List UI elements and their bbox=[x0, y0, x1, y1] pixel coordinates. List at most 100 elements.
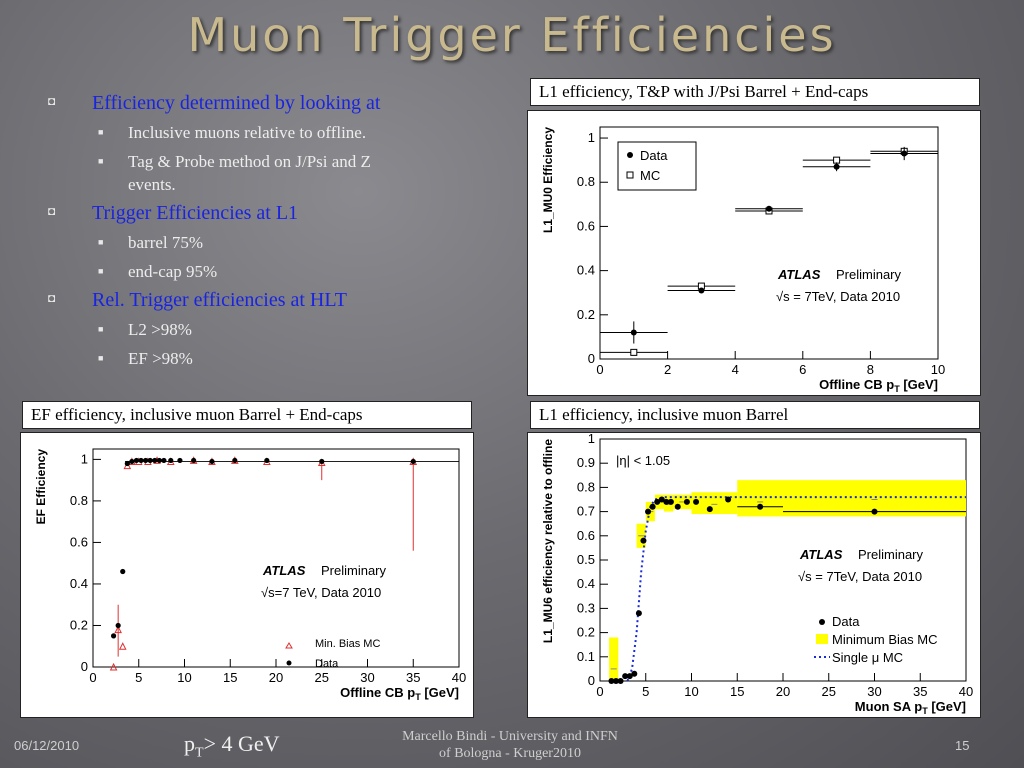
data-point bbox=[674, 503, 681, 510]
x-tick-label: 10 bbox=[177, 670, 191, 685]
data-point bbox=[138, 457, 144, 464]
plot-frame bbox=[92, 448, 460, 668]
y-tick-label: 0.4 bbox=[577, 263, 595, 278]
y-tick-label: 0.2 bbox=[70, 617, 88, 632]
y-tick-label: 0.1 bbox=[577, 649, 595, 664]
y-tick-label: 0.4 bbox=[70, 576, 88, 591]
legend-label: Data bbox=[832, 614, 860, 629]
legend-label: Data bbox=[640, 148, 668, 163]
data-point bbox=[120, 568, 126, 575]
data-point bbox=[757, 503, 764, 510]
square-bullet-icon: ■ bbox=[98, 156, 104, 166]
y-tick-label: 0.2 bbox=[577, 307, 595, 322]
data-point bbox=[177, 457, 183, 464]
data-point bbox=[766, 205, 772, 212]
energy-label: √s = 7TeV, Data 2010 bbox=[798, 569, 922, 584]
bullet-text: Rel. Trigger efficiencies at HLT bbox=[92, 289, 347, 311]
bullet-sub: ■ L2 >98% bbox=[40, 318, 510, 341]
single-mu-curve bbox=[626, 496, 966, 682]
preliminary-label: Preliminary bbox=[858, 547, 924, 562]
data-point bbox=[658, 496, 665, 503]
mc-triangle bbox=[118, 642, 127, 650]
data-point bbox=[631, 670, 638, 677]
square-bullet-icon: ■ bbox=[98, 324, 104, 334]
data-point bbox=[152, 457, 158, 464]
preliminary-label: Preliminary bbox=[321, 563, 387, 578]
footer-author-line2: of Bologna - Kruger2010 bbox=[439, 746, 581, 761]
data-point bbox=[608, 678, 615, 684]
legend-data-marker bbox=[819, 619, 825, 625]
y-tick-label: 0.6 bbox=[577, 528, 595, 543]
x-tick-label: 35 bbox=[913, 684, 927, 699]
x-tick-label: 0 bbox=[89, 670, 96, 685]
plot-frame bbox=[599, 126, 939, 360]
legend-mc-marker bbox=[626, 171, 634, 179]
data-point bbox=[654, 498, 661, 505]
energy-label: √s = 7TeV, Data 2010 bbox=[776, 289, 900, 304]
legend-band-marker bbox=[816, 634, 828, 644]
mc-triangle bbox=[109, 662, 118, 671]
x-tick-label: 2 bbox=[664, 362, 671, 377]
x-tick-label: 25 bbox=[822, 684, 836, 699]
data-point bbox=[725, 496, 732, 503]
x-tick-label: 35 bbox=[406, 670, 420, 685]
bullet-sub: ■ Tag & Probe method on J/Psi and Z event… bbox=[40, 150, 388, 196]
footer-page-number: 15 bbox=[955, 738, 970, 753]
y-tick-label: 0.2 bbox=[577, 625, 595, 640]
bullet-text: Efficiency determined by looking at bbox=[92, 92, 381, 114]
data-point bbox=[129, 458, 135, 465]
data-point bbox=[264, 457, 270, 464]
x-tick-label: 20 bbox=[776, 684, 790, 699]
energy-label: √s=7 TeV, Data 2010 bbox=[261, 585, 381, 600]
footer-author: Marcello Bindi - University and INFN of … bbox=[360, 728, 660, 762]
x-tick-label: 15 bbox=[223, 670, 237, 685]
y-tick-label: 0 bbox=[81, 659, 88, 674]
legend-box bbox=[617, 141, 697, 191]
x-tick-label: 8 bbox=[867, 362, 874, 377]
data-point bbox=[156, 457, 162, 464]
chart-tp: 0 2 4 6 8 10 0 0.2 0.4 0.6 0.8 1 Offline CB pT [GeV]… bbox=[541, 126, 945, 394]
slide-title: Muon Trigger Efficiencies bbox=[187, 8, 837, 62]
pt-sub: T bbox=[195, 745, 204, 761]
x-tick-label: 30 bbox=[867, 684, 881, 699]
y-axis-label: L1_MU6 efficiency relative to offline bbox=[541, 439, 555, 643]
data-point bbox=[693, 498, 700, 505]
bullet-sub: ■ end-cap 95% bbox=[40, 260, 510, 283]
y-tick-label: 0.8 bbox=[577, 479, 595, 494]
legend-label: MC bbox=[640, 168, 660, 183]
x-tick-label: 0 bbox=[596, 684, 603, 699]
bullet-text: Trigger Efficiencies at L1 bbox=[92, 202, 299, 224]
data-point bbox=[901, 150, 908, 157]
x-tick-label: 15 bbox=[730, 684, 744, 699]
x-axis-label: Offline CB pT [GeV] bbox=[340, 685, 459, 702]
square-bullet-icon: ◘ bbox=[48, 204, 56, 218]
data-point bbox=[833, 163, 840, 170]
x-tick-label: 20 bbox=[269, 670, 283, 685]
mc-point bbox=[630, 348, 638, 356]
bullet-sub: ■ EF >98% bbox=[40, 347, 510, 370]
bullet-main: ◘ Rel. Trigger efficiencies at HLT bbox=[40, 289, 510, 312]
data-point bbox=[626, 673, 633, 680]
y-tick-label: 0.4 bbox=[577, 576, 595, 591]
data-point bbox=[209, 458, 215, 465]
data-point bbox=[645, 508, 652, 515]
chart-caption-ef: EF efficiency, inclusive muon Barrel + E… bbox=[22, 401, 472, 429]
y-tick-label: 1 bbox=[588, 130, 595, 145]
atlas-label: ATLAS bbox=[777, 267, 821, 282]
mc-band bbox=[609, 637, 619, 681]
data-point bbox=[706, 506, 713, 513]
y-tick-label: 0.5 bbox=[577, 552, 595, 567]
legend-label: Min. Bias MC bbox=[315, 638, 380, 650]
chart-caption-tp: L1 efficiency, T&P with J/Psi Barrel + E… bbox=[530, 78, 980, 106]
data-point bbox=[110, 633, 117, 639]
legend-label: Minimum Bias MC bbox=[832, 632, 937, 647]
y-axis-label: EF Efficiency bbox=[34, 449, 48, 525]
data-point bbox=[667, 498, 674, 505]
y-tick-label: 0.8 bbox=[70, 493, 88, 508]
square-bullet-icon: ◘ bbox=[48, 291, 56, 305]
y-tick-label: 0 bbox=[588, 351, 595, 366]
chart-sa: 0 5 10 15 20 25 30 35 40 0 0.1 0.2 0.3 0.4 0.5 0.6 0.7 0.… bbox=[541, 431, 973, 716]
legend-data-marker bbox=[627, 152, 633, 158]
bullet-main: ◘ Efficiency determined by looking at bbox=[40, 92, 510, 115]
data-point bbox=[410, 458, 416, 465]
